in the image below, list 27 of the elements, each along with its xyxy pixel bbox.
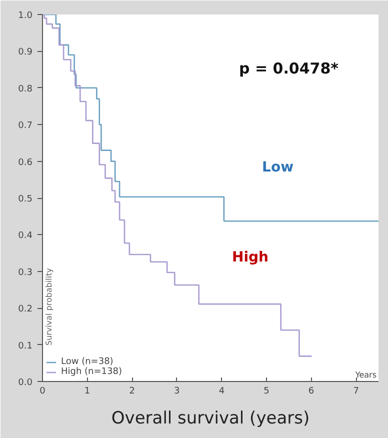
x-tick-label: 0: [40, 386, 46, 396]
annotation: Low: [262, 160, 294, 176]
y-tick-label: 0.9: [18, 48, 33, 58]
x-tick-label: 4: [218, 386, 225, 396]
x-tick-label: 2: [129, 386, 135, 396]
x-tick-label: 3: [174, 386, 180, 396]
legend-label: High (n=138): [61, 367, 122, 377]
y-tick-label: 0.4: [18, 231, 33, 242]
x-axis-title: Years: [354, 370, 377, 380]
x-tick-label: 7: [353, 386, 359, 396]
y-tick-label: 0.2: [18, 304, 33, 315]
x-tick-label: 6: [308, 386, 314, 396]
x-tick-label: 1: [84, 386, 90, 396]
legend-label: Low (n=38): [61, 357, 114, 367]
annotation: High: [232, 250, 269, 266]
y-tick-label: 0.5: [18, 194, 33, 204]
y-axis-title: Survival probability: [44, 268, 54, 346]
y-tick-label: 0.6: [18, 158, 33, 168]
y-tick-label: 0.1: [18, 341, 33, 352]
annotation: p = 0.0478*: [239, 60, 339, 78]
y-tick-label: 0.0: [18, 378, 33, 388]
x-tick-label: 5: [264, 386, 270, 396]
y-tick-label: 0.8: [18, 84, 33, 94]
y-tick-label: 0.7: [18, 121, 33, 132]
y-tick-label: 0.3: [18, 268, 33, 278]
y-tick-label: 1.0: [18, 11, 33, 21]
text: Overall survival (years): [111, 408, 310, 428]
